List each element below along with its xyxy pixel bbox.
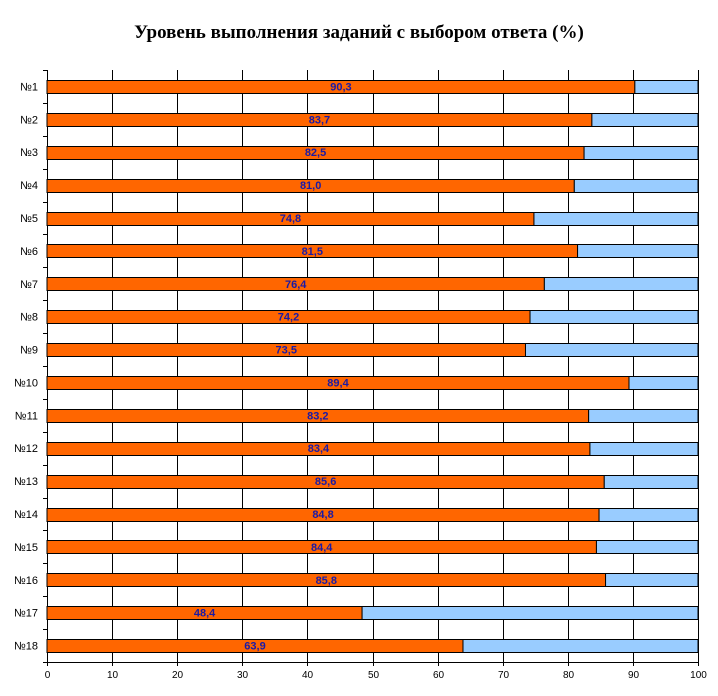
bar-remainder	[462, 639, 699, 653]
data-label: 84,4	[311, 542, 333, 554]
bar-remainder	[543, 277, 699, 291]
data-label: 83,2	[307, 410, 328, 422]
x-tick-label: 50	[368, 670, 380, 681]
data-label: 89,4	[327, 377, 349, 389]
data-label: 84,8	[312, 509, 333, 521]
bar-remainder	[533, 212, 699, 226]
x-tick-label: 80	[563, 670, 575, 681]
category-label: №16	[14, 575, 38, 587]
bar-remainder	[589, 442, 699, 456]
category-label: №13	[14, 476, 38, 488]
category-label: №4	[20, 180, 38, 192]
bar-remainder	[603, 475, 699, 489]
bar-remainder	[595, 540, 699, 554]
bar-remainder	[573, 179, 699, 193]
data-label: 76,4	[285, 279, 307, 291]
x-tick-label: 20	[172, 670, 184, 681]
category-label: №1	[20, 81, 38, 93]
data-label: 73,5	[276, 345, 297, 357]
data-label: 63,9	[244, 641, 265, 653]
x-tick-label: 60	[433, 670, 445, 681]
category-label: №12	[14, 443, 38, 455]
data-label: 81,0	[300, 180, 321, 192]
category-label: №9	[20, 345, 38, 357]
x-tick-label: 70	[498, 670, 510, 681]
category-label: №10	[14, 377, 38, 389]
data-label: 90,3	[330, 81, 351, 93]
data-label: 74,8	[280, 213, 301, 225]
data-label: 83,4	[308, 443, 330, 455]
data-label: 48,4	[194, 608, 216, 620]
chart-title: Уровень выполнения заданий с выбором отв…	[134, 22, 584, 43]
data-label: 74,2	[278, 312, 299, 324]
category-label: №8	[20, 312, 38, 324]
x-tick-label: 10	[107, 670, 119, 681]
x-tick-label: 100	[690, 670, 707, 681]
bar-remainder	[634, 80, 699, 94]
x-tick-label: 90	[628, 670, 640, 681]
category-label: №11	[15, 410, 38, 422]
bar-remainder	[591, 113, 699, 127]
category-label: №18	[14, 641, 38, 653]
category-label: №7	[20, 279, 38, 291]
bar-remainder	[529, 310, 699, 324]
data-label: 82,5	[305, 147, 326, 159]
x-tick-label: 30	[237, 670, 249, 681]
category-label: №17	[14, 608, 38, 620]
bar-remainder	[588, 409, 699, 423]
bar-remainder	[524, 343, 699, 357]
category-label: №14	[14, 509, 38, 521]
data-label: 85,6	[315, 476, 336, 488]
bar-remainder	[577, 244, 699, 258]
category-label: №2	[20, 114, 38, 126]
data-label: 85,8	[316, 575, 337, 587]
bar-remainder	[583, 146, 699, 160]
category-label: №3	[20, 147, 38, 159]
data-label: 81,5	[302, 246, 323, 258]
bar-remainder	[605, 573, 699, 587]
category-label: №6	[20, 246, 38, 258]
bar-remainder	[628, 376, 699, 390]
x-tick-label: 0	[45, 670, 51, 681]
category-label: №15	[14, 542, 38, 554]
bar-remainder	[361, 606, 699, 620]
data-label: 83,7	[309, 114, 330, 126]
x-tick-label: 40	[302, 670, 314, 681]
category-label: №5	[20, 213, 38, 225]
bar-remainder	[598, 508, 699, 522]
